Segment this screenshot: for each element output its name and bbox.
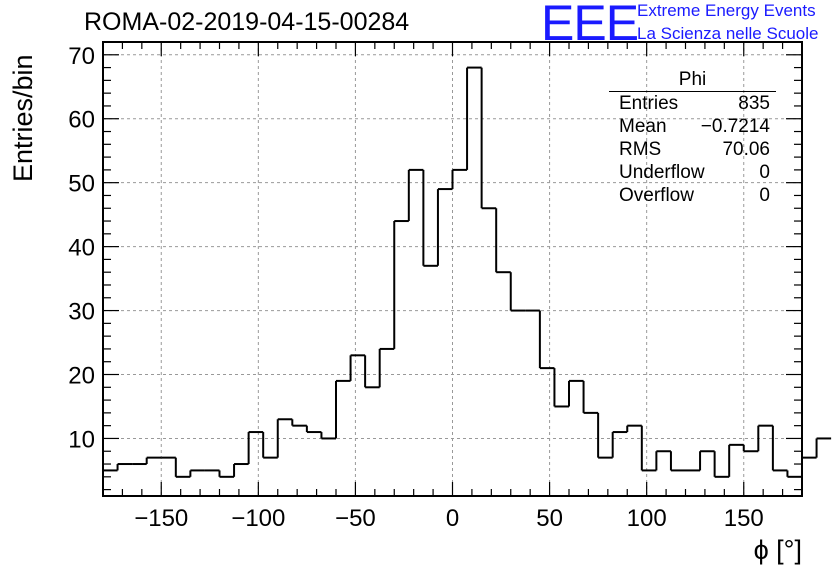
histogram-bin	[728, 443, 744, 477]
histogram-bin	[553, 368, 569, 408]
histogram-bin	[626, 424, 642, 433]
x-tick-label: 50	[536, 505, 563, 532]
histogram-bin	[320, 432, 336, 440]
histogram-bin	[436, 188, 453, 266]
histogram-bin	[815, 437, 832, 458]
grid-lines	[103, 42, 802, 496]
stats-row-entries: Entries 835	[609, 92, 776, 115]
x-tick-label: 0	[446, 505, 459, 532]
stats-value: 0	[759, 162, 770, 183]
histogram-bars	[103, 66, 832, 478]
histogram-bin	[305, 425, 322, 434]
histogram-bin	[451, 168, 468, 190]
y-tick-label: 60	[68, 107, 95, 134]
histogram-bin	[276, 418, 293, 458]
histogram-bin	[640, 425, 657, 472]
histogram-bin	[801, 456, 817, 477]
stats-label: RMS	[619, 139, 662, 160]
histogram-bin	[335, 379, 351, 439]
histogram-bin	[407, 168, 424, 222]
axis-ticks	[102, 41, 803, 496]
histogram-bin	[145, 456, 162, 465]
histogram-bin	[189, 469, 205, 477]
histogram-bin	[466, 66, 482, 170]
histogram-bin	[713, 451, 730, 478]
logo-subtitle-1: Extreme Energy Events	[637, 1, 816, 20]
y-tick-label: 70	[68, 43, 95, 70]
stats-value: −0.7214	[700, 116, 770, 137]
histogram-bin	[582, 380, 599, 414]
logo-subtitle-2: La Scienza nelle Scuole	[637, 24, 819, 43]
histogram-bin	[669, 451, 686, 472]
stats-box: Phi Entries 835 Mean −0.7214 RMS 70.06 Unde…	[609, 69, 776, 207]
histogram-bin	[233, 463, 249, 477]
histogram-bin	[611, 431, 628, 458]
stats-title: Phi	[609, 69, 776, 92]
histogram-bin	[655, 450, 671, 471]
histogram-bin	[742, 444, 759, 453]
histogram-bin	[291, 419, 307, 427]
x-tick-label: 100	[627, 505, 667, 532]
y-tick-label: 30	[68, 299, 95, 326]
x-tick-labels: −150 −100 −50 0 50 100 150	[134, 505, 764, 532]
histogram-bin	[422, 169, 438, 267]
histogram-bin	[349, 354, 366, 381]
x-tick-label: −50	[335, 505, 376, 532]
stats-row-underflow: Underflow 0	[609, 161, 776, 184]
stats-row-overflow: Overflow 0	[609, 184, 776, 207]
histogram-bin	[495, 208, 511, 274]
histogram-bin	[757, 424, 773, 452]
stats-row-mean: Mean −0.7214	[609, 115, 776, 138]
histogram-bin	[480, 67, 497, 210]
histogram-bin	[393, 220, 409, 349]
x-tick-label: 150	[724, 505, 764, 532]
histogram-bin	[771, 425, 788, 472]
stats-label: Entries	[619, 93, 679, 114]
chart-title: ROMA-02-2019-04-15-00284	[84, 8, 410, 36]
histogram-bin	[364, 355, 380, 389]
histogram-bin	[538, 310, 555, 370]
histogram-bin	[262, 432, 278, 459]
histogram-bin	[597, 412, 613, 459]
histogram-bin	[247, 431, 264, 465]
y-axis-label: Entries/bin	[8, 54, 38, 182]
histogram-bin	[786, 470, 802, 478]
histogram-bin	[174, 457, 191, 478]
histogram-bin	[218, 470, 235, 478]
stats-label: Overflow	[619, 185, 694, 206]
stats-value: 835	[738, 93, 770, 114]
histogram-bin	[378, 347, 395, 388]
y-tick-labels: 10 20 30 40 50 60 70	[68, 43, 95, 454]
stats-value: 0	[759, 185, 770, 206]
y-tick-label: 10	[68, 426, 95, 453]
histogram-bin	[509, 272, 526, 312]
stats-row-rms: RMS 70.06	[609, 138, 776, 161]
x-tick-label: −150	[134, 505, 188, 532]
histogram-bin	[699, 450, 715, 471]
y-tick-label: 50	[68, 171, 95, 198]
y-tick-label: 40	[68, 235, 95, 262]
x-axis-label: ϕ [°]	[753, 535, 802, 565]
histogram-bin	[116, 463, 133, 471]
eee-logo: EEE	[541, 0, 639, 51]
stats-label: Underflow	[619, 162, 705, 183]
stats-label: Mean	[619, 116, 667, 137]
x-tick-label: −100	[231, 505, 285, 532]
histogram-bin	[568, 379, 584, 407]
y-tick-label: 20	[68, 363, 95, 390]
stats-value: 70.06	[722, 139, 770, 160]
